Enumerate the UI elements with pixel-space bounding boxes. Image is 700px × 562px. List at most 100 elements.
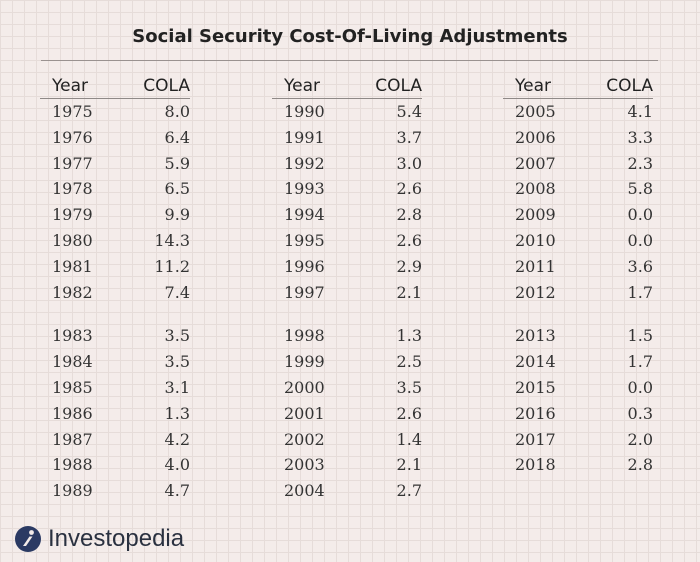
table-row: 1999 2.5 (272, 349, 422, 375)
cola-header: COLA (143, 76, 190, 96)
investopedia-logo: Investopedia (14, 524, 184, 554)
cola-cell: 1.5 (627, 326, 653, 346)
cola-cell: 2.5 (396, 352, 422, 372)
table-row: 1994 2.8 (272, 202, 422, 228)
cola-header: COLA (375, 76, 422, 96)
year-cell: 1996 (284, 256, 325, 276)
year-cell: 1978 (52, 179, 93, 199)
column-header: Year COLA (272, 74, 422, 98)
table-row: 1978 6.5 (40, 176, 190, 202)
year-cell: 1981 (52, 256, 93, 276)
table-column-3: Year COLA 2005 4.1 2006 3.3 2007 2.3 2008 5.8 20… (503, 74, 653, 474)
header-divider (40, 98, 190, 99)
cola-cell: 3.6 (627, 256, 653, 276)
year-cell: 1988 (52, 455, 93, 475)
year-cell: 1997 (284, 282, 325, 302)
year-cell: 2011 (515, 256, 556, 276)
year-cell: 1992 (284, 153, 325, 173)
table-row: 1977 5.9 (40, 151, 190, 177)
year-cell: 1979 (52, 205, 93, 225)
cola-cell: 1.7 (627, 282, 653, 302)
table-row: 1981 11.2 (40, 254, 190, 280)
cola-cell: 4.0 (164, 455, 190, 475)
table-row: 1992 3.0 (272, 151, 422, 177)
investopedia-icon (15, 526, 41, 552)
table-column-2: Year COLA 1990 5.4 1991 3.7 1992 3.0 1993 2.6 19… (272, 74, 422, 500)
year-cell: 1975 (52, 102, 93, 121)
year-cell: 2018 (515, 455, 556, 475)
table-row: 2011 3.6 (503, 254, 653, 280)
cola-cell: 2.6 (396, 231, 422, 250)
table-row: 2000 3.5 (272, 375, 422, 401)
cola-cell: 2.0 (627, 429, 653, 449)
cola-cell: 3.5 (164, 326, 190, 346)
year-cell: 1991 (284, 127, 325, 147)
year-cell: 1976 (52, 127, 93, 147)
title-divider (41, 60, 658, 61)
cola-cell: 5.9 (164, 153, 190, 173)
table-row: 1993 2.6 (272, 176, 422, 202)
year-cell: 1990 (284, 102, 325, 121)
brand-name: Investopedia (48, 525, 185, 552)
table-row: 2014 1.7 (503, 349, 653, 375)
chart-title: Social Security Cost-Of-Living Adjustmen… (132, 26, 568, 47)
year-cell: 2014 (515, 352, 556, 372)
year-cell: 1982 (52, 282, 93, 302)
table-row: 2004 2.7 (272, 478, 422, 504)
table-row: 1988 4.0 (40, 452, 190, 478)
column-header: Year COLA (503, 74, 653, 98)
table-row: 1979 9.9 (40, 202, 190, 228)
table-row: 1996 2.9 (272, 254, 422, 280)
table-row: 2009 0.0 (503, 202, 653, 228)
cola-cell: 1.4 (396, 429, 422, 449)
year-cell: 1999 (284, 352, 325, 372)
cola-cell: 1.3 (164, 403, 190, 423)
year-cell: 1995 (284, 231, 325, 250)
cola-cell: 2.1 (396, 455, 422, 475)
cola-cell: 0.0 (627, 205, 653, 225)
cola-cell: 9.9 (164, 205, 190, 225)
table-row: 1975 8.0 (40, 99, 190, 125)
table-row: 2006 3.3 (503, 125, 653, 151)
year-cell: 1994 (284, 205, 325, 225)
table-row: 2012 1.7 (503, 280, 653, 306)
cola-cell: 2.8 (627, 455, 653, 475)
year-cell: 2007 (515, 153, 556, 173)
cola-cell: 3.7 (396, 127, 422, 147)
table-row: 2003 2.1 (272, 452, 422, 478)
year-cell: 2000 (284, 378, 325, 397)
table-row: 2010 0.0 (503, 228, 653, 254)
table-column-1: Year COLA 1975 8.0 1976 6.4 1977 5.9 1978 6.5 19… (40, 74, 190, 500)
year-header: Year (284, 76, 320, 96)
column-header: Year COLA (40, 74, 190, 98)
table-row: 1998 1.3 (272, 323, 422, 349)
year-cell: 1989 (52, 481, 93, 501)
cola-cell: 2.6 (396, 179, 422, 199)
cola-cell: 3.5 (164, 352, 190, 372)
year-cell: 1977 (52, 153, 93, 173)
cola-cell: 0.0 (627, 378, 653, 397)
table-row: 2001 2.6 (272, 401, 422, 427)
cola-cell: 3.1 (164, 378, 190, 397)
table-row: 1985 3.1 (40, 375, 190, 401)
year-cell: 2002 (284, 429, 325, 449)
cola-cell: 2.1 (396, 282, 422, 302)
year-cell: 2010 (515, 231, 556, 250)
year-cell: 1993 (284, 179, 325, 199)
year-cell: 1983 (52, 326, 93, 346)
table-row: 1983 3.5 (40, 323, 190, 349)
year-cell: 2005 (515, 102, 556, 121)
table-row: 2016 0.3 (503, 401, 653, 427)
cola-cell: 6.5 (164, 179, 190, 199)
table-row: 1976 6.4 (40, 125, 190, 151)
cola-cell: 2.8 (396, 205, 422, 225)
table-row: 1990 5.4 (272, 99, 422, 125)
table-row: 1980 14.3 (40, 228, 190, 254)
cola-header: COLA (606, 76, 653, 96)
cola-cell: 3.0 (396, 153, 422, 173)
table-row: 1991 3.7 (272, 125, 422, 151)
table-row: 2015 0.0 (503, 375, 653, 401)
cola-cell: 0.0 (627, 231, 653, 250)
table-row: 2017 2.0 (503, 427, 653, 453)
year-cell: 2001 (284, 403, 325, 423)
